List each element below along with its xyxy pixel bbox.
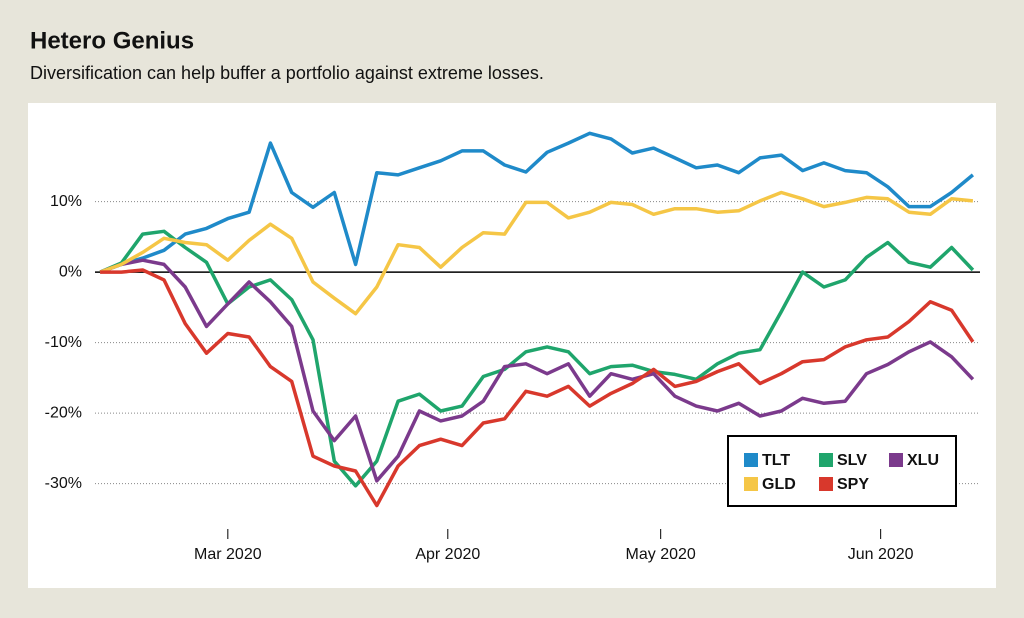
chart-subtitle: Diversification can help buffer a portfo… [30, 63, 544, 83]
x-tick-label: Jun 2020 [848, 546, 914, 563]
legend-label: GLD [762, 476, 796, 493]
series-line [100, 268, 975, 508]
y-tick-label: 0% [59, 263, 82, 280]
legend-label: SPY [837, 476, 869, 493]
series-line [99, 258, 975, 483]
series-line [99, 190, 974, 316]
plot-panel [28, 103, 996, 588]
y-tick-label: 10% [50, 193, 82, 210]
legend-swatch [744, 477, 758, 491]
legend-label: SLV [837, 452, 867, 469]
legend-swatch [889, 453, 903, 467]
legend-swatch [819, 453, 833, 467]
legend-label: XLU [907, 452, 939, 469]
chart-title: Hetero Genius [30, 27, 194, 54]
legend-swatch [819, 477, 833, 491]
series-line [99, 229, 975, 488]
y-tick-label: -20% [45, 404, 82, 421]
legend-box [727, 435, 957, 507]
x-tick-label: Apr 2020 [415, 546, 480, 563]
legend-swatch [744, 453, 758, 467]
series-line [99, 131, 975, 274]
y-tick-label: -30% [45, 475, 82, 492]
x-tick-label: Mar 2020 [194, 546, 262, 563]
legend-label: TLT [762, 452, 790, 469]
x-tick-label: May 2020 [626, 546, 696, 563]
y-tick-label: -10% [45, 334, 82, 351]
